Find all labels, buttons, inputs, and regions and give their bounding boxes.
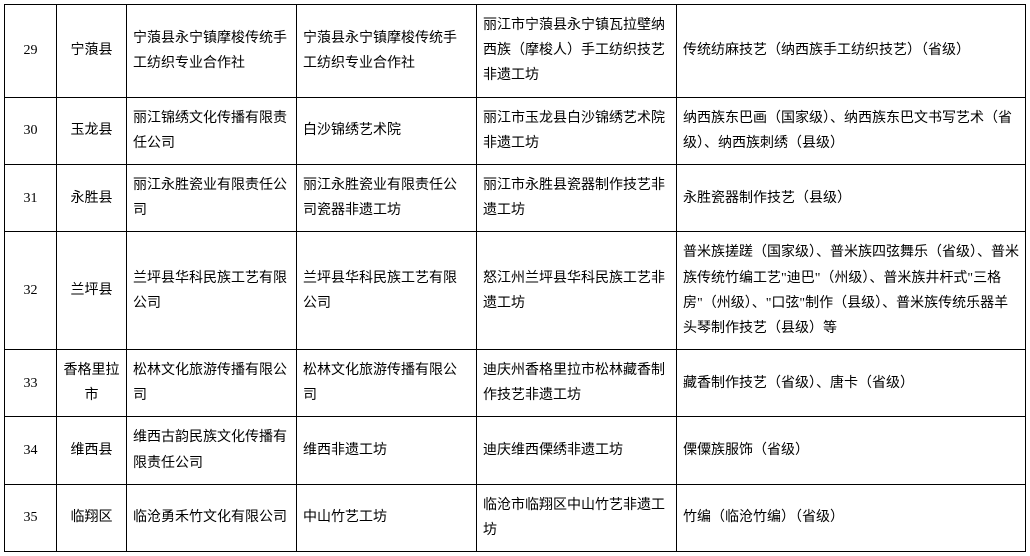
cell-company: 兰坪县华科民族工艺有限公司 (127, 232, 297, 350)
cell-heritage: 傈僳族服饰（省级） (677, 417, 1026, 484)
cell-project: 丽江市永胜县瓷器制作技艺非遗工坊 (477, 164, 677, 231)
cell-heritage: 传统纺麻技艺（纳西族手工纺织技艺）（省级） (677, 5, 1026, 98)
cell-heritage: 藏香制作技艺（省级）、唐卡（省级） (677, 350, 1026, 417)
cell-heritage: 纳西族东巴画（国家级）、纳西族东巴文书写艺术（省级）、纳西族刺绣（县级） (677, 97, 1026, 164)
cell-company: 丽江锦绣文化传播有限责任公司 (127, 97, 297, 164)
cell-num: 35 (5, 484, 57, 551)
cell-company: 临沧勇禾竹文化有限公司 (127, 484, 297, 551)
cell-project: 临沧市临翔区中山竹艺非遗工坊 (477, 484, 677, 551)
cell-project: 怒江州兰坪县华科民族工艺非遗工坊 (477, 232, 677, 350)
cell-company: 丽江永胜瓷业有限责任公司 (127, 164, 297, 231)
table-row: 30 玉龙县 丽江锦绣文化传播有限责任公司 白沙锦绣艺术院 丽江市玉龙县白沙锦绣… (5, 97, 1026, 164)
table-body: 29 宁蒗县 宁蒗县永宁镇摩梭传统手工纺织专业合作社 宁蒗县永宁镇摩梭传统手工纺… (5, 5, 1026, 552)
cell-heritage: 永胜瓷器制作技艺（县级） (677, 164, 1026, 231)
cell-region: 维西县 (57, 417, 127, 484)
table-row: 29 宁蒗县 宁蒗县永宁镇摩梭传统手工纺织专业合作社 宁蒗县永宁镇摩梭传统手工纺… (5, 5, 1026, 98)
cell-region: 宁蒗县 (57, 5, 127, 98)
cell-num: 33 (5, 350, 57, 417)
cell-workshop: 松林文化旅游传播有限公司 (297, 350, 477, 417)
cell-project: 迪庆州香格里拉市松林藏香制作技艺非遗工坊 (477, 350, 677, 417)
cell-num: 29 (5, 5, 57, 98)
cell-region: 玉龙县 (57, 97, 127, 164)
heritage-table: 29 宁蒗县 宁蒗县永宁镇摩梭传统手工纺织专业合作社 宁蒗县永宁镇摩梭传统手工纺… (4, 4, 1026, 552)
cell-project: 丽江市宁蒗县永宁镇瓦拉壁纳西族（摩梭人）手工纺织技艺非遗工坊 (477, 5, 677, 98)
cell-workshop: 丽江永胜瓷业有限责任公司瓷器非遗工坊 (297, 164, 477, 231)
table-row: 32 兰坪县 兰坪县华科民族工艺有限公司 兰坪县华科民族工艺有限公司 怒江州兰坪… (5, 232, 1026, 350)
cell-project: 丽江市玉龙县白沙锦绣艺术院非遗工坊 (477, 97, 677, 164)
cell-num: 31 (5, 164, 57, 231)
cell-workshop: 宁蒗县永宁镇摩梭传统手工纺织专业合作社 (297, 5, 477, 98)
cell-region: 临翔区 (57, 484, 127, 551)
cell-heritage: 竹编（临沧竹编）（省级） (677, 484, 1026, 551)
cell-heritage: 普米族搓蹉（国家级）、普米族四弦舞乐（省级）、普米族传统竹编工艺"迪巴"（州级）… (677, 232, 1026, 350)
cell-company: 维西古韵民族文化传播有限责任公司 (127, 417, 297, 484)
cell-workshop: 中山竹艺工坊 (297, 484, 477, 551)
cell-region: 兰坪县 (57, 232, 127, 350)
cell-workshop: 兰坪县华科民族工艺有限公司 (297, 232, 477, 350)
cell-company: 宁蒗县永宁镇摩梭传统手工纺织专业合作社 (127, 5, 297, 98)
table-row: 31 永胜县 丽江永胜瓷业有限责任公司 丽江永胜瓷业有限责任公司瓷器非遗工坊 丽… (5, 164, 1026, 231)
cell-num: 32 (5, 232, 57, 350)
cell-region: 香格里拉市 (57, 350, 127, 417)
cell-workshop: 维西非遗工坊 (297, 417, 477, 484)
cell-project: 迪庆维西傈绣非遗工坊 (477, 417, 677, 484)
table-row: 33 香格里拉市 松林文化旅游传播有限公司 松林文化旅游传播有限公司 迪庆州香格… (5, 350, 1026, 417)
cell-num: 34 (5, 417, 57, 484)
table-row: 35 临翔区 临沧勇禾竹文化有限公司 中山竹艺工坊 临沧市临翔区中山竹艺非遗工坊… (5, 484, 1026, 551)
table-row: 34 维西县 维西古韵民族文化传播有限责任公司 维西非遗工坊 迪庆维西傈绣非遗工… (5, 417, 1026, 484)
cell-num: 30 (5, 97, 57, 164)
cell-workshop: 白沙锦绣艺术院 (297, 97, 477, 164)
cell-company: 松林文化旅游传播有限公司 (127, 350, 297, 417)
cell-region: 永胜县 (57, 164, 127, 231)
